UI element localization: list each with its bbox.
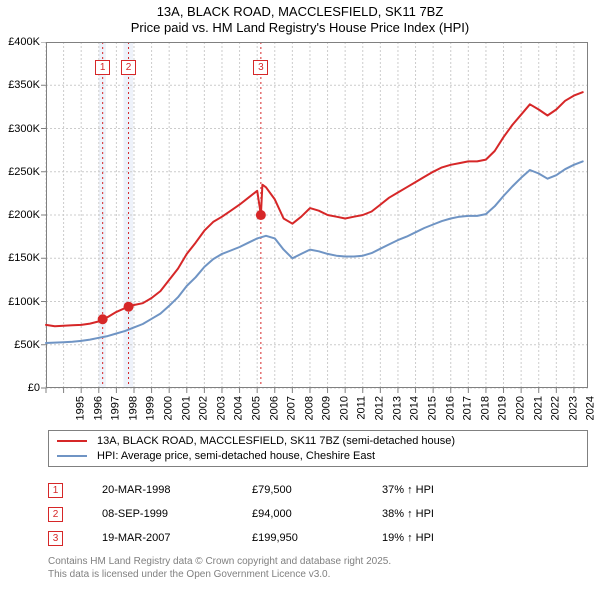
sale-delta: 37% ↑ HPI [382, 484, 502, 496]
y-tick-label: £150K [0, 252, 40, 264]
x-tick-label: 1998 [127, 396, 139, 420]
x-tick-label: 2022 [550, 396, 562, 420]
y-axis-labels: £0£50K£100K£150K£200K£250K£300K£350K£400… [0, 42, 40, 388]
x-tick-label: 1995 [74, 396, 86, 420]
y-tick-label: £300K [0, 123, 40, 135]
sale-row-marker: 2 [48, 507, 63, 522]
sale-date: 19-MAR-2007 [102, 532, 252, 544]
legend-swatch [57, 440, 87, 442]
x-tick-label: 2011 [355, 396, 367, 420]
chart-html-overlay: 12 3 [46, 42, 588, 388]
sale-price: £79,500 [252, 484, 382, 496]
y-tick-label: £50K [0, 339, 40, 351]
title-line-2: Price paid vs. HM Land Registry's House … [0, 20, 600, 36]
x-tick-label: 2010 [338, 396, 350, 420]
sale-row: 2 08-SEP-1999£94,00038% ↑ HPI [48, 502, 502, 526]
chart-plot-area: 12 3 [46, 42, 588, 388]
x-tick-label: 2017 [462, 396, 474, 420]
legend-label: HPI: Average price, semi-detached house,… [97, 450, 375, 462]
x-tick-label: 2005 [250, 396, 262, 420]
footer-line-1: Contains HM Land Registry data © Crown c… [48, 555, 391, 568]
title-block: 13A, BLACK ROAD, MACCLESFIELD, SK11 7BZ … [0, 0, 600, 37]
sale-delta: 19% ↑ HPI [382, 532, 502, 544]
y-tick-label: £350K [0, 79, 40, 91]
x-tick-label: 2021 [532, 396, 544, 420]
footer-line-2: This data is licensed under the Open Gov… [48, 568, 391, 581]
sale-marker-3: 3 [253, 60, 268, 75]
legend-item: 13A, BLACK ROAD, MACCLESFIELD, SK11 7BZ … [57, 435, 579, 447]
legend-swatch [57, 455, 87, 457]
x-tick-label: 2009 [321, 396, 333, 420]
x-tick-label: 2004 [233, 396, 245, 420]
sales-table: 1 20-MAR-1998£79,50037% ↑ HPI 2 08-SEP-1999… [48, 478, 502, 550]
footer: Contains HM Land Registry data © Crown c… [48, 555, 391, 581]
sale-row-marker: 1 [48, 483, 63, 498]
x-tick-label: 2020 [514, 396, 526, 420]
y-tick-label: £250K [0, 166, 40, 178]
sale-date: 20-MAR-1998 [102, 484, 252, 496]
x-tick-label: 2012 [374, 396, 386, 420]
sale-row: 1 20-MAR-1998£79,50037% ↑ HPI [48, 478, 502, 502]
sale-date: 08-SEP-1999 [102, 508, 252, 520]
sale-price: £94,000 [252, 508, 382, 520]
legend: 13A, BLACK ROAD, MACCLESFIELD, SK11 7BZ … [48, 430, 588, 467]
sale-delta: 38% ↑ HPI [382, 508, 502, 520]
sale-price: £199,950 [252, 532, 382, 544]
sale-marker-1: 1 [95, 60, 110, 75]
x-tick-label: 2008 [303, 396, 315, 420]
chart-container: 13A, BLACK ROAD, MACCLESFIELD, SK11 7BZ … [0, 0, 600, 590]
sale-row-marker: 3 [48, 531, 63, 546]
x-tick-label: 2007 [286, 396, 298, 420]
x-tick-label: 2018 [479, 396, 491, 420]
x-tick-label: 2023 [567, 396, 579, 420]
y-tick-label: £400K [0, 36, 40, 48]
x-tick-label: 2013 [391, 396, 403, 420]
x-tick-label: 2014 [409, 396, 421, 420]
x-tick-label: 2016 [444, 396, 456, 420]
x-tick-label: 1996 [92, 396, 104, 420]
sale-row: 3 19-MAR-2007£199,95019% ↑ HPI [48, 526, 502, 550]
sale-marker-2: 2 [121, 60, 136, 75]
x-tick-label: 2000 [162, 396, 174, 420]
legend-item: HPI: Average price, semi-detached house,… [57, 450, 579, 462]
x-tick-label: 2015 [426, 396, 438, 420]
y-tick-label: £200K [0, 209, 40, 221]
x-tick-label: 2024 [585, 396, 597, 420]
x-tick-label: 1997 [110, 396, 122, 420]
title-line-1: 13A, BLACK ROAD, MACCLESFIELD, SK11 7BZ [0, 4, 600, 20]
y-tick-label: £0 [0, 382, 40, 394]
x-tick-label: 1999 [145, 396, 157, 420]
legend-label: 13A, BLACK ROAD, MACCLESFIELD, SK11 7BZ … [97, 435, 455, 447]
x-tick-label: 2002 [198, 396, 210, 420]
x-tick-label: 2019 [497, 396, 509, 420]
y-tick-label: £100K [0, 296, 40, 308]
x-tick-label: 2003 [215, 396, 227, 420]
x-tick-label: 2001 [180, 396, 192, 420]
x-tick-label: 2006 [268, 396, 280, 420]
